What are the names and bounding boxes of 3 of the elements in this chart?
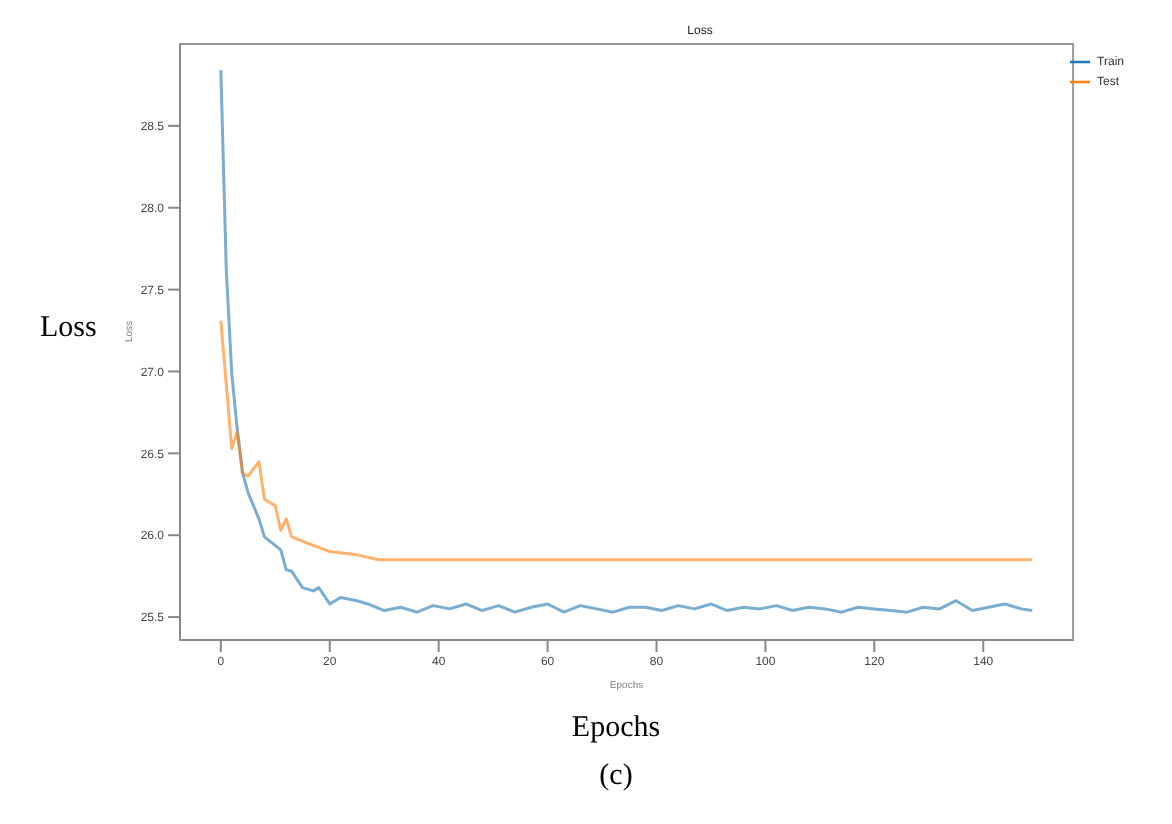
text: (c) [599,760,633,794]
text: Loss [40,312,97,346]
text: Epochs [571,712,661,746]
